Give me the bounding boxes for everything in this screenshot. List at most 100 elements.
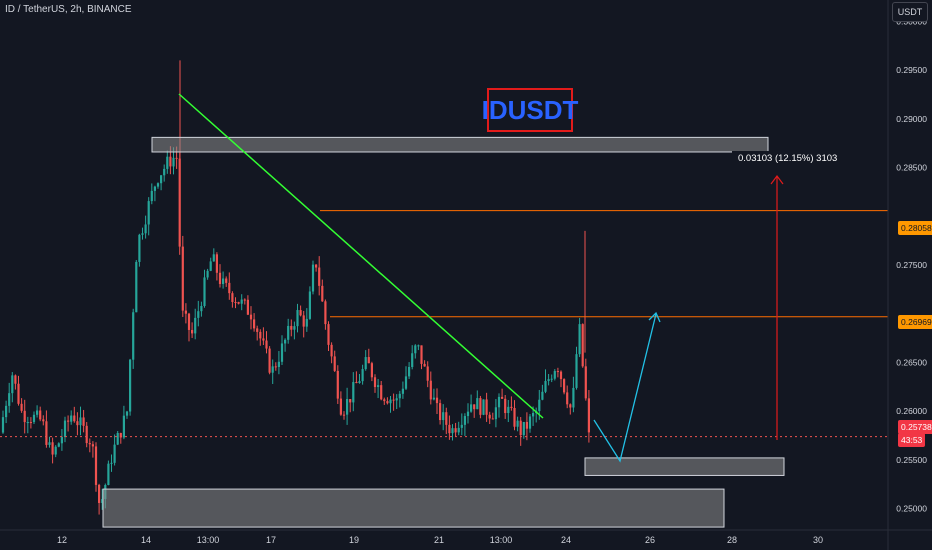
candle-body xyxy=(457,427,460,433)
candle-body xyxy=(513,407,516,427)
price-tick-label: 0.28500 xyxy=(896,163,927,173)
time-tick-label: 17 xyxy=(266,535,276,545)
candle-body xyxy=(414,345,417,354)
candle-body xyxy=(550,378,553,380)
candle-body xyxy=(432,397,435,400)
candle-body xyxy=(460,424,463,428)
candle-body xyxy=(581,324,584,367)
candle-body xyxy=(411,353,414,367)
candle-body xyxy=(485,399,488,415)
candle-body xyxy=(29,422,32,424)
candle-body xyxy=(82,417,85,426)
candle-body xyxy=(197,311,200,318)
candle-body xyxy=(380,385,383,400)
candle-body xyxy=(299,310,302,316)
candle-body xyxy=(451,428,454,434)
candle-body xyxy=(519,420,522,436)
candle-body xyxy=(253,319,256,329)
candle-body xyxy=(85,425,88,444)
price-tick-label: 0.26000 xyxy=(896,406,927,416)
candle-body xyxy=(525,421,528,429)
candle-body xyxy=(203,277,206,306)
candle-body xyxy=(73,415,76,422)
candle-body xyxy=(491,418,494,420)
candle-body xyxy=(172,157,175,167)
candle-body xyxy=(11,375,14,394)
candle-body xyxy=(578,324,581,355)
time-tick-label: 24 xyxy=(561,535,571,545)
candle-body xyxy=(36,410,39,415)
candle-body xyxy=(423,363,426,367)
demand-zone-near xyxy=(584,457,785,476)
candle-body xyxy=(420,345,423,364)
chart-area[interactable] xyxy=(0,0,888,530)
candle-body xyxy=(401,388,404,394)
candle-body xyxy=(8,393,11,406)
candle-body xyxy=(330,344,333,357)
candle-body xyxy=(553,371,556,379)
candle-body xyxy=(63,420,67,438)
candle-body xyxy=(1,417,5,433)
candle-body xyxy=(470,404,473,412)
candle-body xyxy=(76,421,79,426)
candle-body xyxy=(563,379,566,393)
candle-body xyxy=(119,432,122,438)
candle-body xyxy=(373,377,377,388)
candle-body xyxy=(206,270,209,278)
candle-body xyxy=(473,404,476,410)
candle-body xyxy=(448,424,451,434)
time-tick-label: 12 xyxy=(57,535,67,545)
candle-body xyxy=(501,396,504,399)
candle-body xyxy=(497,396,501,408)
candle-body xyxy=(308,291,311,319)
candle-body xyxy=(346,399,349,415)
candle-body xyxy=(57,443,60,447)
candle-body xyxy=(194,317,197,334)
candle-body xyxy=(476,398,479,410)
candle-body xyxy=(163,168,166,176)
candle-body xyxy=(150,190,153,202)
candle-body xyxy=(516,420,519,427)
price-chart[interactable] xyxy=(0,0,888,530)
candle-body xyxy=(572,387,575,408)
candle-body xyxy=(187,313,191,330)
candle-body xyxy=(324,301,327,325)
candle-body xyxy=(191,329,194,334)
candle-body xyxy=(284,339,287,344)
candle-body xyxy=(228,282,231,294)
candle-body xyxy=(79,417,82,426)
candle-body xyxy=(39,410,42,420)
candle-body xyxy=(5,405,8,418)
candle-body xyxy=(200,305,203,312)
price-tick-label: 0.27500 xyxy=(896,260,927,270)
candle-body xyxy=(429,380,432,400)
candle-body xyxy=(237,302,240,304)
candle-body xyxy=(584,366,587,399)
candle-body xyxy=(358,381,361,384)
candle-body xyxy=(23,410,26,423)
candle-body xyxy=(135,261,138,313)
candle-body xyxy=(318,267,321,286)
candle-body xyxy=(482,399,485,415)
time-tick-label: 19 xyxy=(349,535,359,545)
candle-body xyxy=(522,421,525,436)
candle-body xyxy=(107,463,110,485)
candle-body xyxy=(271,366,274,373)
candle-body xyxy=(556,371,559,373)
descending-trendline xyxy=(178,93,544,419)
candle-body xyxy=(504,398,507,414)
candle-body xyxy=(14,375,17,384)
time-tick-label: 30 xyxy=(813,535,823,545)
currency-button[interactable]: USDT xyxy=(892,2,928,22)
price-tick-label: 0.25000 xyxy=(896,504,927,514)
price-tag-resistance-mid: 0.26969 xyxy=(898,315,932,329)
candle-body xyxy=(240,299,243,304)
candle-body xyxy=(215,254,218,273)
candle-body xyxy=(98,484,101,503)
candle-body xyxy=(262,338,265,341)
time-tick-label: 14 xyxy=(141,535,151,545)
candle-body xyxy=(302,315,305,327)
candle-body xyxy=(386,401,389,404)
candle-body xyxy=(569,404,572,408)
candle-body xyxy=(361,369,364,382)
